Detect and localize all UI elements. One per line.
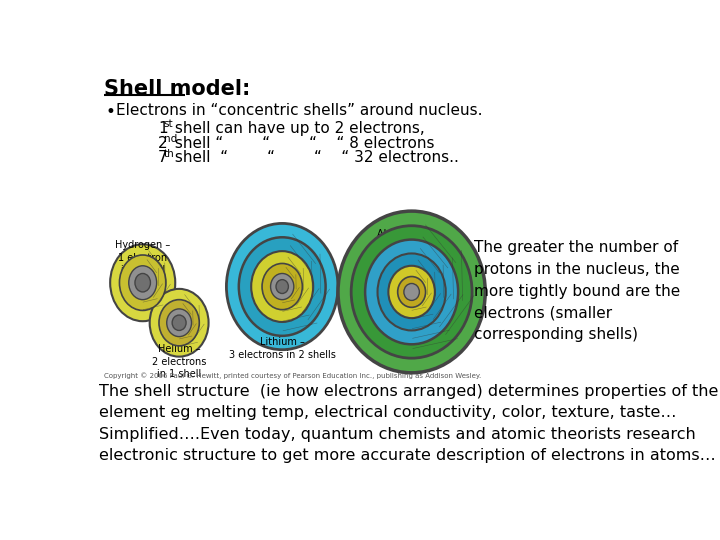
- Text: st: st: [163, 119, 174, 130]
- Text: The shell structure  (ie how electrons arranged) determines properties of the
el: The shell structure (ie how electrons ar…: [99, 384, 719, 420]
- Ellipse shape: [397, 276, 426, 307]
- Ellipse shape: [159, 300, 199, 346]
- Ellipse shape: [239, 237, 325, 336]
- Text: Shell model:: Shell model:: [104, 79, 251, 99]
- Text: shell can have up to 2 electrons,: shell can have up to 2 electrons,: [170, 121, 425, 136]
- Text: th: th: [163, 148, 174, 159]
- Ellipse shape: [271, 273, 294, 300]
- Text: The greater the number of
protons in the nucleus, the
more tightly bound are the: The greater the number of protons in the…: [474, 240, 680, 342]
- Ellipse shape: [276, 280, 289, 294]
- Ellipse shape: [351, 226, 472, 358]
- Text: shell “        “        “    “ 8 electrons: shell “ “ “ “ 8 electrons: [170, 136, 434, 151]
- Ellipse shape: [150, 289, 209, 356]
- Text: Hydrogen –
1 electron
in 1 shell: Hydrogen – 1 electron in 1 shell: [115, 240, 171, 275]
- Text: 7: 7: [158, 150, 168, 165]
- Text: Simplified….Even today, quantum chemists and atomic theorists research
electroni: Simplified….Even today, quantum chemists…: [99, 427, 716, 463]
- Text: Helium –
2 electrons
in 1 shell: Helium – 2 electrons in 1 shell: [152, 345, 207, 379]
- Ellipse shape: [226, 224, 338, 350]
- Ellipse shape: [251, 251, 313, 322]
- Ellipse shape: [365, 240, 458, 345]
- Ellipse shape: [129, 266, 157, 300]
- Ellipse shape: [262, 264, 302, 309]
- Text: Aluminum –
13 electrons
in 3 shells: Aluminum – 13 electrons in 3 shells: [377, 229, 437, 264]
- Ellipse shape: [110, 244, 175, 321]
- Text: shell  “        “        “    “ 32 electrons..: shell “ “ “ “ 32 electrons..: [170, 150, 459, 165]
- Ellipse shape: [167, 309, 192, 336]
- Ellipse shape: [388, 266, 435, 318]
- Text: nd: nd: [163, 134, 177, 144]
- Ellipse shape: [404, 284, 419, 300]
- Ellipse shape: [338, 211, 485, 373]
- Text: Copyright © 2006 Paul G. Hewitt, printed courtesy of Pearson Education Inc., pub: Copyright © 2006 Paul G. Hewitt, printed…: [104, 373, 481, 380]
- Text: 2: 2: [158, 136, 168, 151]
- Text: Electrons in “concentric shells” around nucleus.: Electrons in “concentric shells” around …: [117, 103, 483, 118]
- Ellipse shape: [120, 255, 166, 310]
- Text: •: •: [106, 103, 115, 122]
- Text: 1: 1: [158, 121, 168, 136]
- Text: Lithium –
3 electrons in 2 shells: Lithium – 3 electrons in 2 shells: [229, 338, 336, 360]
- Ellipse shape: [172, 315, 186, 330]
- Ellipse shape: [377, 253, 446, 330]
- Ellipse shape: [135, 273, 150, 292]
